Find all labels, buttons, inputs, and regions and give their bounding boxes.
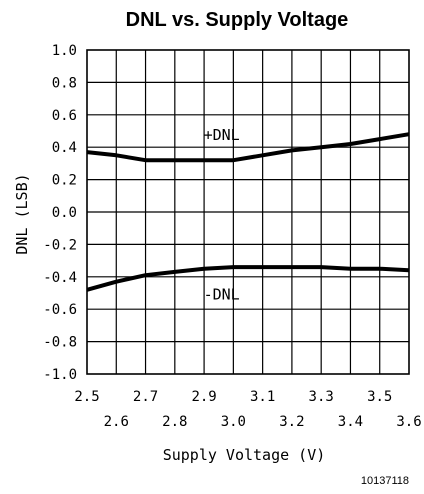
y-tick-label: 0.6 [52, 108, 77, 124]
figure-id: 10137118 [361, 475, 409, 487]
y-tick-label: 0.4 [52, 140, 77, 156]
series-labels: +DNL -DNL [204, 126, 240, 304]
x-tick-label: 2.5 [74, 389, 99, 405]
y-axis-label: DNL (LSB) [13, 173, 31, 254]
x-tick-label: 3.0 [221, 414, 246, 430]
y-tick-label: -0.4 [43, 270, 77, 286]
series-line [86, 265, 410, 292]
tick-labels: 2.5 2.62.72.82.9 3.03.13.2 3.33.43.53.6 1.0 0… [43, 43, 421, 430]
x-tick-label: 2.7 [133, 389, 158, 405]
series-lines [86, 132, 410, 292]
x-tick-label: 3.1 [250, 389, 275, 405]
x-tick-label: 3.4 [338, 414, 363, 430]
y-tick-label: 0.2 [52, 173, 77, 189]
series-label: -DNL [204, 286, 240, 304]
series-label: +DNL [204, 126, 240, 144]
x-axis-label: Supply Voltage (V) [163, 446, 326, 464]
y-tick-label: 0.8 [52, 75, 77, 91]
x-tick-label: 3.5 [367, 389, 392, 405]
y-tick-label: -0.2 [43, 237, 77, 253]
x-tick-label: 3.6 [396, 414, 421, 430]
x-tick-label: 2.8 [162, 414, 187, 430]
grid-lines [87, 50, 409, 374]
chart-title: DNL vs. Supply Voltage [126, 9, 349, 31]
series-line [86, 132, 410, 163]
y-tick-label: -0.8 [43, 335, 77, 351]
plot-frame [86, 49, 410, 375]
x-tick-label: 3.2 [279, 414, 304, 430]
x-tick-label: 3.3 [309, 389, 334, 405]
x-tick-label: 2.6 [104, 414, 129, 430]
x-tick-label: 2.9 [191, 389, 216, 405]
y-tick-label: -1.0 [43, 367, 77, 383]
y-tick-label: -0.6 [43, 302, 77, 318]
y-tick-label: 1.0 [52, 43, 77, 59]
y-tick-label: 0.0 [52, 205, 77, 221]
